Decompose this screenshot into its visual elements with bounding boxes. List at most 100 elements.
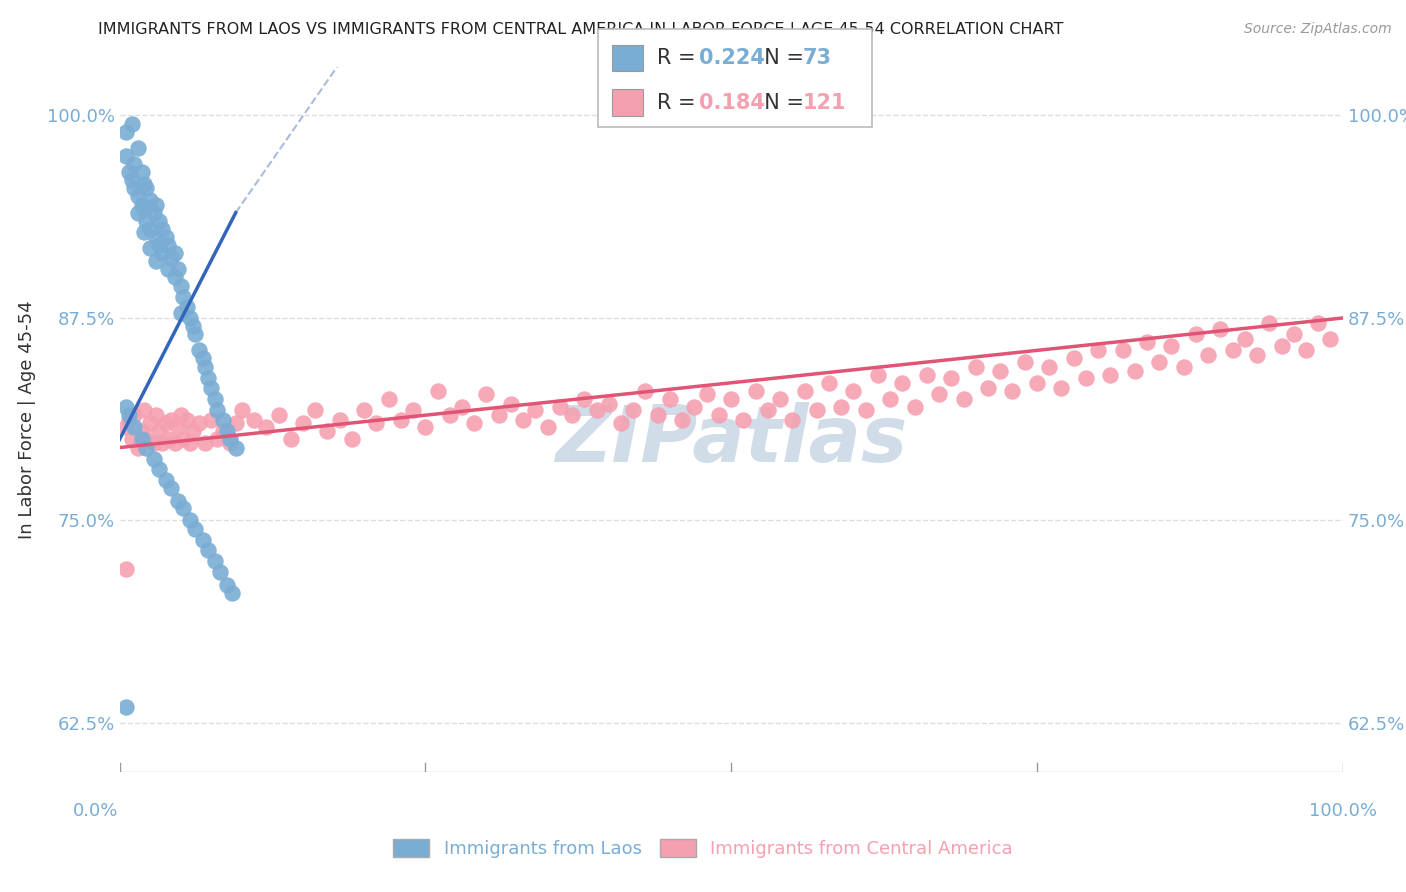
- Point: [879, 392, 901, 406]
- Point: [830, 400, 852, 414]
- Point: [127, 189, 149, 203]
- Point: [200, 413, 222, 427]
- Point: [135, 433, 157, 447]
- Point: [904, 400, 927, 414]
- Text: 73: 73: [803, 48, 832, 68]
- Point: [122, 181, 145, 195]
- Point: [707, 408, 730, 422]
- Point: [402, 403, 425, 417]
- Point: [217, 578, 239, 592]
- Point: [806, 403, 828, 417]
- Point: [225, 441, 247, 455]
- Y-axis label: In Labor Force | Age 45-54: In Labor Force | Age 45-54: [17, 300, 35, 539]
- Point: [114, 562, 136, 576]
- Point: [212, 413, 235, 427]
- Point: [179, 514, 201, 528]
- Point: [610, 417, 633, 431]
- Point: [131, 425, 153, 439]
- Point: [769, 392, 792, 406]
- Point: [155, 473, 177, 487]
- Point: [267, 408, 290, 422]
- Point: [316, 425, 339, 439]
- Point: [121, 433, 143, 447]
- Point: [451, 400, 474, 414]
- Point: [1123, 364, 1146, 378]
- Point: [217, 425, 239, 439]
- Point: [131, 197, 153, 211]
- Point: [172, 290, 194, 304]
- Point: [131, 165, 153, 179]
- Point: [1014, 355, 1036, 369]
- Point: [145, 254, 167, 268]
- Point: [135, 181, 157, 195]
- Point: [150, 222, 173, 236]
- Text: R =: R =: [657, 93, 702, 112]
- Point: [131, 433, 153, 447]
- Point: [720, 392, 742, 406]
- Point: [121, 173, 143, 187]
- Point: [744, 384, 766, 398]
- Point: [148, 425, 170, 439]
- Point: [598, 397, 620, 411]
- Text: 0.224: 0.224: [699, 48, 765, 68]
- Point: [1038, 359, 1060, 374]
- Point: [194, 359, 217, 374]
- Point: [122, 419, 145, 434]
- Point: [1050, 381, 1073, 395]
- Point: [142, 205, 165, 219]
- Point: [169, 278, 191, 293]
- Point: [683, 400, 706, 414]
- Point: [254, 419, 277, 434]
- Point: [155, 230, 177, 244]
- Point: [1099, 368, 1122, 382]
- Point: [842, 384, 865, 398]
- Point: [132, 177, 155, 191]
- Point: [1001, 384, 1024, 398]
- Point: [221, 586, 243, 600]
- Point: [952, 392, 974, 406]
- Point: [1111, 343, 1133, 358]
- Text: 121: 121: [803, 93, 846, 112]
- Text: R =: R =: [657, 48, 702, 68]
- Point: [114, 125, 136, 139]
- Point: [207, 433, 229, 447]
- Text: N =: N =: [751, 48, 810, 68]
- Point: [941, 371, 963, 385]
- Point: [142, 435, 165, 450]
- Point: [145, 408, 167, 422]
- Point: [172, 500, 194, 515]
- Point: [127, 205, 149, 219]
- Point: [160, 251, 183, 265]
- Point: [139, 417, 162, 431]
- Point: [1209, 322, 1232, 336]
- Point: [191, 533, 214, 547]
- Point: [200, 381, 222, 395]
- Point: [353, 403, 375, 417]
- Point: [132, 403, 155, 417]
- Point: [537, 419, 560, 434]
- Point: [280, 433, 302, 447]
- Text: N =: N =: [751, 93, 810, 112]
- Point: [218, 435, 240, 450]
- Point: [176, 300, 198, 314]
- Point: [1197, 348, 1219, 362]
- Point: [915, 368, 938, 382]
- Point: [621, 403, 644, 417]
- Point: [197, 542, 219, 557]
- Point: [127, 441, 149, 455]
- Point: [197, 371, 219, 385]
- Point: [585, 403, 607, 417]
- Point: [181, 425, 204, 439]
- Point: [1222, 343, 1244, 358]
- Text: 0.0%: 0.0%: [73, 802, 118, 820]
- Point: [132, 225, 155, 239]
- Text: ZIPatlas: ZIPatlas: [555, 402, 907, 478]
- Point: [488, 408, 510, 422]
- Text: IMMIGRANTS FROM LAOS VS IMMIGRANTS FROM CENTRAL AMERICA IN LABOR FORCE | AGE 45-: IMMIGRANTS FROM LAOS VS IMMIGRANTS FROM …: [98, 22, 1064, 38]
- Point: [340, 433, 363, 447]
- Point: [548, 400, 571, 414]
- Text: Source: ZipAtlas.com: Source: ZipAtlas.com: [1244, 22, 1392, 37]
- Point: [114, 149, 136, 163]
- Point: [733, 413, 755, 427]
- Point: [163, 246, 186, 260]
